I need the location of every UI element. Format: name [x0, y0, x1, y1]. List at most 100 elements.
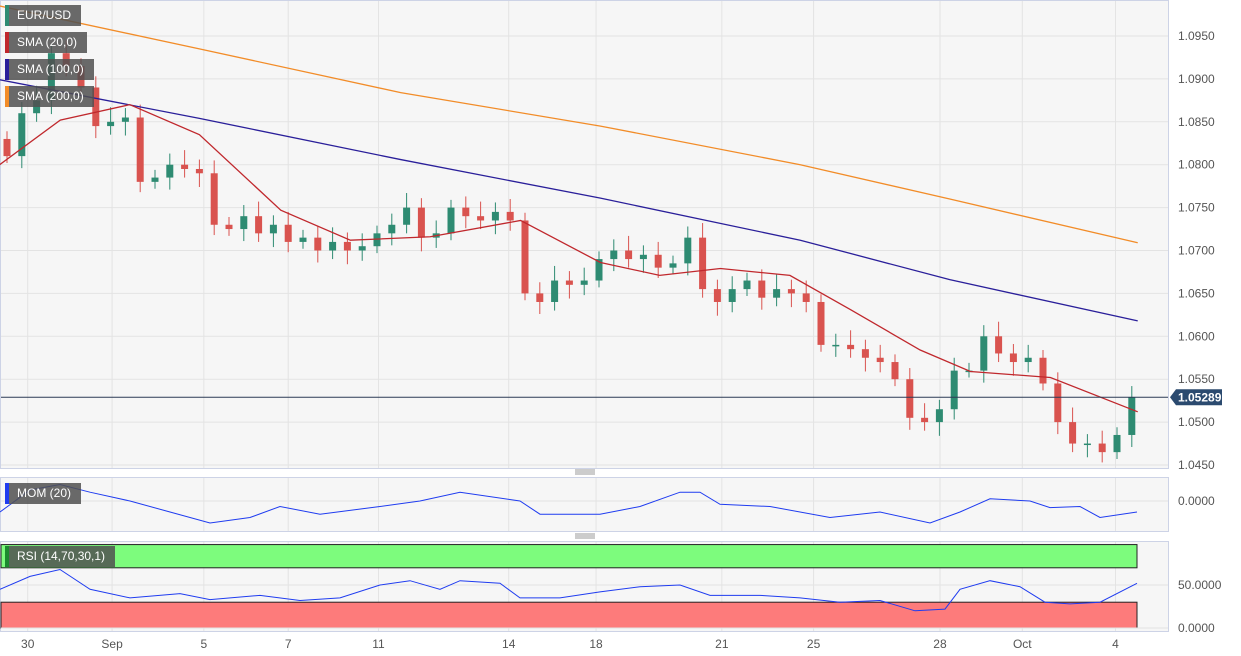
- y-tick-label: 1.0900: [1178, 72, 1215, 86]
- candle-body: [684, 237, 692, 264]
- candle-body: [417, 207, 425, 238]
- candle-body: [1039, 357, 1047, 384]
- candle-body: [388, 224, 396, 234]
- candle-body: [210, 173, 218, 225]
- x-tick-label: 14: [502, 637, 516, 651]
- rsi-oversold-band: [0, 601, 1138, 629]
- rsi-tick-label: 0.0000: [1178, 621, 1215, 635]
- candle-body: [625, 250, 633, 260]
- candle-body: [343, 241, 351, 251]
- candle-body: [639, 254, 647, 260]
- candle-body: [935, 409, 943, 423]
- candle-body: [329, 241, 337, 251]
- sma20-line: [0, 103, 1138, 413]
- rsi-line: [0, 568, 1138, 612]
- candle-body: [832, 344, 840, 347]
- x-tick-label: Sep: [101, 637, 123, 651]
- candle-body: [580, 280, 588, 285]
- candle-body: [876, 357, 884, 363]
- candle-body: [995, 336, 1003, 354]
- candle-body: [669, 263, 677, 268]
- x-tick-label: 7: [285, 637, 292, 651]
- rsi-overbought-band: [0, 544, 1138, 569]
- candle-body: [1113, 434, 1121, 453]
- candle-body: [462, 207, 470, 217]
- last-price-label: 1.05289: [1178, 390, 1222, 404]
- y-tick-label: 1.0750: [1178, 201, 1215, 215]
- legend-mom[interactable]: MOM (20): [5, 483, 81, 504]
- candle-body: [1024, 357, 1032, 363]
- x-tick-label: 18: [589, 637, 603, 651]
- candle-body: [773, 289, 781, 298]
- candle-body: [551, 280, 559, 302]
- candle-body: [595, 259, 603, 281]
- candle-body: [240, 216, 248, 230]
- legend-sma200[interactable]: SMA (200,0): [5, 86, 94, 107]
- candle-body: [713, 289, 721, 302]
- mom-line: [0, 483, 1138, 524]
- x-tick-label: 21: [715, 637, 729, 651]
- candle-body: [847, 344, 855, 350]
- sma100-line: [0, 79, 1138, 322]
- candle-body: [1128, 397, 1136, 435]
- candle-body: [906, 379, 914, 418]
- candle-body: [1054, 383, 1062, 423]
- legend-sma20[interactable]: SMA (20,0): [5, 32, 88, 53]
- candle-body: [654, 254, 662, 268]
- x-tick-label: 25: [807, 637, 821, 651]
- mom-pane: [0, 477, 1169, 532]
- candle-body: [299, 237, 307, 242]
- candle-body: [181, 164, 189, 169]
- candle-body: [225, 224, 233, 230]
- x-tick-label: 11: [372, 637, 385, 651]
- legend-sma100[interactable]: SMA (100,0): [5, 59, 94, 80]
- y-tick-label: 1.0800: [1178, 158, 1215, 172]
- candle-body: [373, 233, 381, 247]
- legend-rsi[interactable]: RSI (14,70,30,1): [5, 546, 116, 567]
- x-tick-label: 28: [933, 637, 947, 651]
- legend-eurusd[interactable]: EUR/USD: [5, 5, 82, 26]
- candle-body: [699, 237, 707, 290]
- candle-body: [314, 237, 322, 251]
- y-tick-label: 1.0700: [1178, 244, 1215, 258]
- candle-body: [284, 224, 292, 242]
- candle-body: [121, 117, 129, 122]
- candle-body: [536, 293, 544, 302]
- candle-body: [1083, 443, 1091, 446]
- candle-body: [1098, 443, 1106, 453]
- candle-body: [891, 362, 899, 380]
- x-tick-label: 4: [1112, 637, 1119, 651]
- candle-body: [195, 168, 203, 174]
- x-tick-label: 30: [21, 637, 35, 651]
- candle-body: [728, 289, 736, 302]
- candle-body: [477, 216, 485, 221]
- candle-body: [980, 336, 988, 371]
- x-tick-label: 5: [200, 637, 207, 651]
- x-tick-label: Oct: [1013, 637, 1032, 651]
- y-tick-label: 1.0500: [1178, 415, 1215, 429]
- y-tick-label: 1.0550: [1178, 372, 1215, 386]
- y-tick-label: 1.0850: [1178, 115, 1215, 129]
- candle-body: [817, 301, 825, 345]
- last-price-badge: [1170, 389, 1222, 406]
- candle-body: [565, 280, 573, 285]
- candle-body: [358, 246, 366, 251]
- candle-body: [950, 370, 958, 410]
- candle-body: [921, 417, 929, 423]
- y-tick-label: 1.0450: [1178, 458, 1215, 472]
- sma200-line: [0, 5, 1138, 244]
- candle-body: [1009, 353, 1017, 363]
- candle-body: [18, 113, 26, 157]
- candle-body: [269, 224, 277, 234]
- candle-body: [506, 211, 514, 221]
- candle-body: [743, 280, 751, 290]
- candle-body: [255, 216, 263, 234]
- candle-body: [610, 250, 618, 260]
- candle-body: [92, 87, 100, 127]
- candle-body: [1069, 422, 1077, 444]
- y-tick-label: 1.0650: [1178, 286, 1215, 300]
- candle-body: [107, 121, 115, 127]
- candle-body: [491, 211, 499, 221]
- candle-body: [136, 117, 144, 182]
